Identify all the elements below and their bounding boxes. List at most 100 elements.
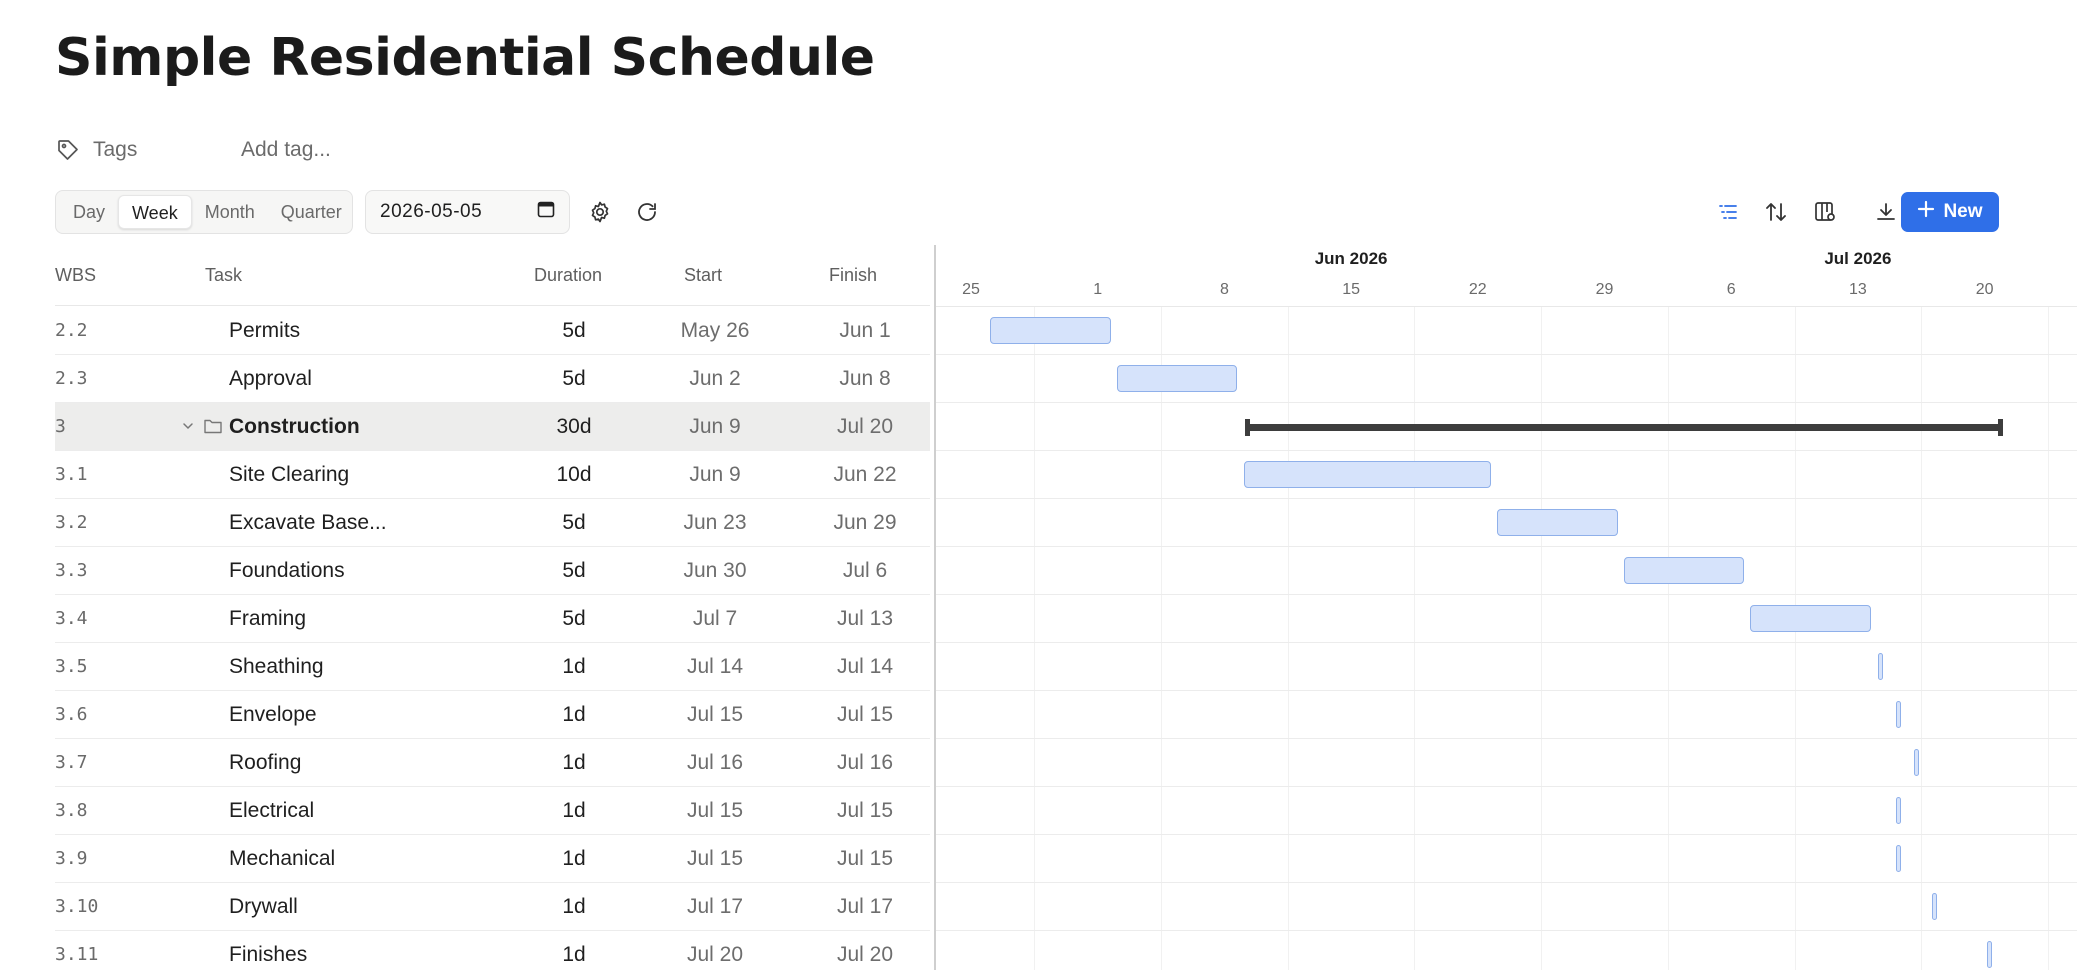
task-bar[interactable] (1243, 461, 1491, 488)
finish-cell[interactable]: Jul 15 (836, 799, 894, 822)
col-start[interactable]: Start (684, 265, 723, 285)
chevron-down-icon[interactable] (179, 417, 197, 435)
finish-cell[interactable]: Jul 14 (836, 655, 894, 678)
start-cell[interactable]: Jul 14 (686, 655, 744, 678)
col-wbs[interactable]: WBS (55, 265, 97, 285)
col-duration[interactable]: Duration (534, 265, 603, 285)
start-cell[interactable]: Jun 30 (683, 559, 747, 582)
start-cell[interactable]: Jun 9 (689, 415, 741, 438)
start-cell[interactable]: May 26 (680, 319, 750, 342)
table-row[interactable]: 2.3 Approval 5d Jun 2 Jun 8 (55, 355, 930, 403)
task-bar[interactable] (1878, 653, 1883, 680)
columns-settings-icon[interactable] (1807, 194, 1843, 230)
table-row[interactable]: 3.7 Roofing 1d Jul 16 Jul 16 (55, 739, 930, 787)
start-cell[interactable]: Jul 15 (686, 799, 744, 822)
start-cell[interactable]: Jul 20 (686, 943, 744, 966)
col-task[interactable]: Task (205, 265, 243, 285)
task-name-cell[interactable]: Excavate Base... (229, 511, 387, 534)
table-row[interactable]: 3.1 Site Clearing 10d Jun 9 Jun 22 (55, 451, 930, 499)
duration-cell[interactable]: 1d (562, 847, 586, 870)
start-cell[interactable]: Jul 16 (686, 751, 744, 774)
start-cell[interactable]: Jun 2 (689, 367, 741, 390)
task-name-cell[interactable]: Drywall (229, 895, 298, 918)
task-bar[interactable] (1496, 509, 1618, 536)
table-row[interactable]: 3.6 Envelope 1d Jul 15 Jul 15 (55, 691, 930, 739)
task-name-cell[interactable]: Site Clearing (229, 463, 350, 486)
finish-cell[interactable]: Jun 29 (833, 511, 897, 534)
duration-cell[interactable]: 1d (562, 703, 586, 726)
task-bar[interactable] (1896, 845, 1902, 872)
date-input[interactable]: 2026-05-05 (365, 190, 570, 234)
task-bar[interactable] (1914, 749, 1920, 776)
finish-cell[interactable]: Jul 13 (836, 607, 894, 630)
list-view-icon[interactable] (1710, 194, 1746, 230)
add-tag-input[interactable]: Add tag... (241, 138, 331, 161)
col-finish[interactable]: Finish (829, 265, 878, 285)
start-cell[interactable]: Jul 15 (686, 703, 744, 726)
finish-cell[interactable]: Jul 20 (836, 943, 894, 966)
start-cell[interactable]: Jun 9 (689, 463, 741, 486)
grid-gantt-splitter[interactable] (934, 245, 936, 970)
task-name-cell[interactable]: Approval (229, 367, 312, 390)
duration-cell[interactable]: 1d (562, 943, 586, 966)
task-bar[interactable] (1932, 893, 1938, 920)
view-week-button[interactable]: Week (118, 195, 192, 229)
duration-cell[interactable]: 1d (562, 895, 586, 918)
task-name-cell[interactable]: Foundations (229, 559, 345, 582)
duration-cell[interactable]: 1d (562, 655, 586, 678)
table-row[interactable]: 3.10 Drywall 1d Jul 17 Jul 17 (55, 883, 930, 931)
table-row[interactable]: 2.2 Permits 5d May 26 Jun 1 (55, 307, 930, 355)
view-day-button[interactable]: Day (73, 202, 106, 222)
duration-cell[interactable]: 1d (562, 751, 586, 774)
task-name-cell[interactable]: Sheathing (229, 655, 324, 678)
finish-cell[interactable]: Jul 17 (836, 895, 894, 918)
task-bar[interactable] (1116, 365, 1238, 392)
start-cell[interactable]: Jul 7 (692, 607, 738, 630)
calendar-icon[interactable] (537, 200, 555, 224)
duration-cell[interactable]: 1d (562, 799, 586, 822)
duration-cell[interactable]: 5d (562, 319, 586, 342)
start-cell[interactable]: Jun 23 (683, 511, 747, 534)
summary-bar[interactable] (1244, 419, 2003, 436)
finish-cell[interactable]: Jul 15 (836, 847, 894, 870)
table-row[interactable]: 3.11 Finishes 1d Jul 20 Jul 20 (55, 931, 930, 970)
finish-cell[interactable]: Jul 15 (836, 703, 894, 726)
task-name-cell[interactable]: Electrical (229, 799, 315, 822)
task-bar[interactable] (1896, 701, 1902, 728)
refresh-icon[interactable] (629, 194, 665, 230)
table-row[interactable]: 3.3 Foundations 5d Jun 30 Jul 6 (55, 547, 930, 595)
duration-cell[interactable]: 30d (556, 415, 592, 438)
task-name-cell[interactable]: Envelope (229, 703, 317, 726)
finish-cell[interactable]: Jun 22 (833, 463, 897, 486)
view-quarter-button[interactable]: Quarter (280, 202, 342, 222)
task-name-cell[interactable]: Framing (229, 607, 307, 630)
table-row[interactable]: 3.9 Mechanical 1d Jul 15 Jul 15 (55, 835, 930, 883)
task-bar[interactable] (990, 317, 1111, 344)
table-row[interactable]: 3.8 Electrical 1d Jul 15 Jul 15 (55, 787, 930, 835)
table-row[interactable]: 3.4 Framing 5d Jul 7 Jul 13 (55, 595, 930, 643)
task-bar[interactable] (1986, 941, 1992, 968)
finish-cell[interactable]: Jun 8 (839, 367, 891, 390)
task-name-cell[interactable]: Construction (229, 415, 360, 438)
new-task-button[interactable]: New (1901, 192, 1999, 232)
task-name-cell[interactable]: Mechanical (229, 847, 336, 870)
download-icon[interactable] (1868, 194, 1904, 230)
settings-gear-icon[interactable] (582, 194, 618, 230)
summary-row[interactable]: 3 Construction 30d Jun 9 Jul 20 (55, 403, 930, 451)
sort-icon[interactable] (1758, 194, 1794, 230)
duration-cell[interactable]: 5d (562, 559, 586, 582)
duration-cell[interactable]: 5d (562, 511, 586, 534)
finish-cell[interactable]: Jul 6 (842, 559, 888, 582)
task-name-cell[interactable]: Finishes (229, 943, 308, 966)
finish-cell[interactable]: Jul 16 (836, 751, 894, 774)
table-row[interactable]: 3.2 Excavate Base... 5d Jun 23 Jun 29 (55, 499, 930, 547)
task-name-cell[interactable]: Roofing (229, 751, 302, 774)
duration-cell[interactable]: 10d (556, 463, 592, 486)
start-cell[interactable]: Jul 15 (686, 847, 744, 870)
task-name-cell[interactable]: Permits (229, 319, 301, 342)
duration-cell[interactable]: 5d (562, 607, 586, 630)
view-month-button[interactable]: Month (204, 202, 255, 222)
start-cell[interactable]: Jul 17 (686, 895, 744, 918)
task-bar[interactable] (1896, 797, 1902, 824)
finish-cell[interactable]: Jun 1 (839, 319, 891, 342)
